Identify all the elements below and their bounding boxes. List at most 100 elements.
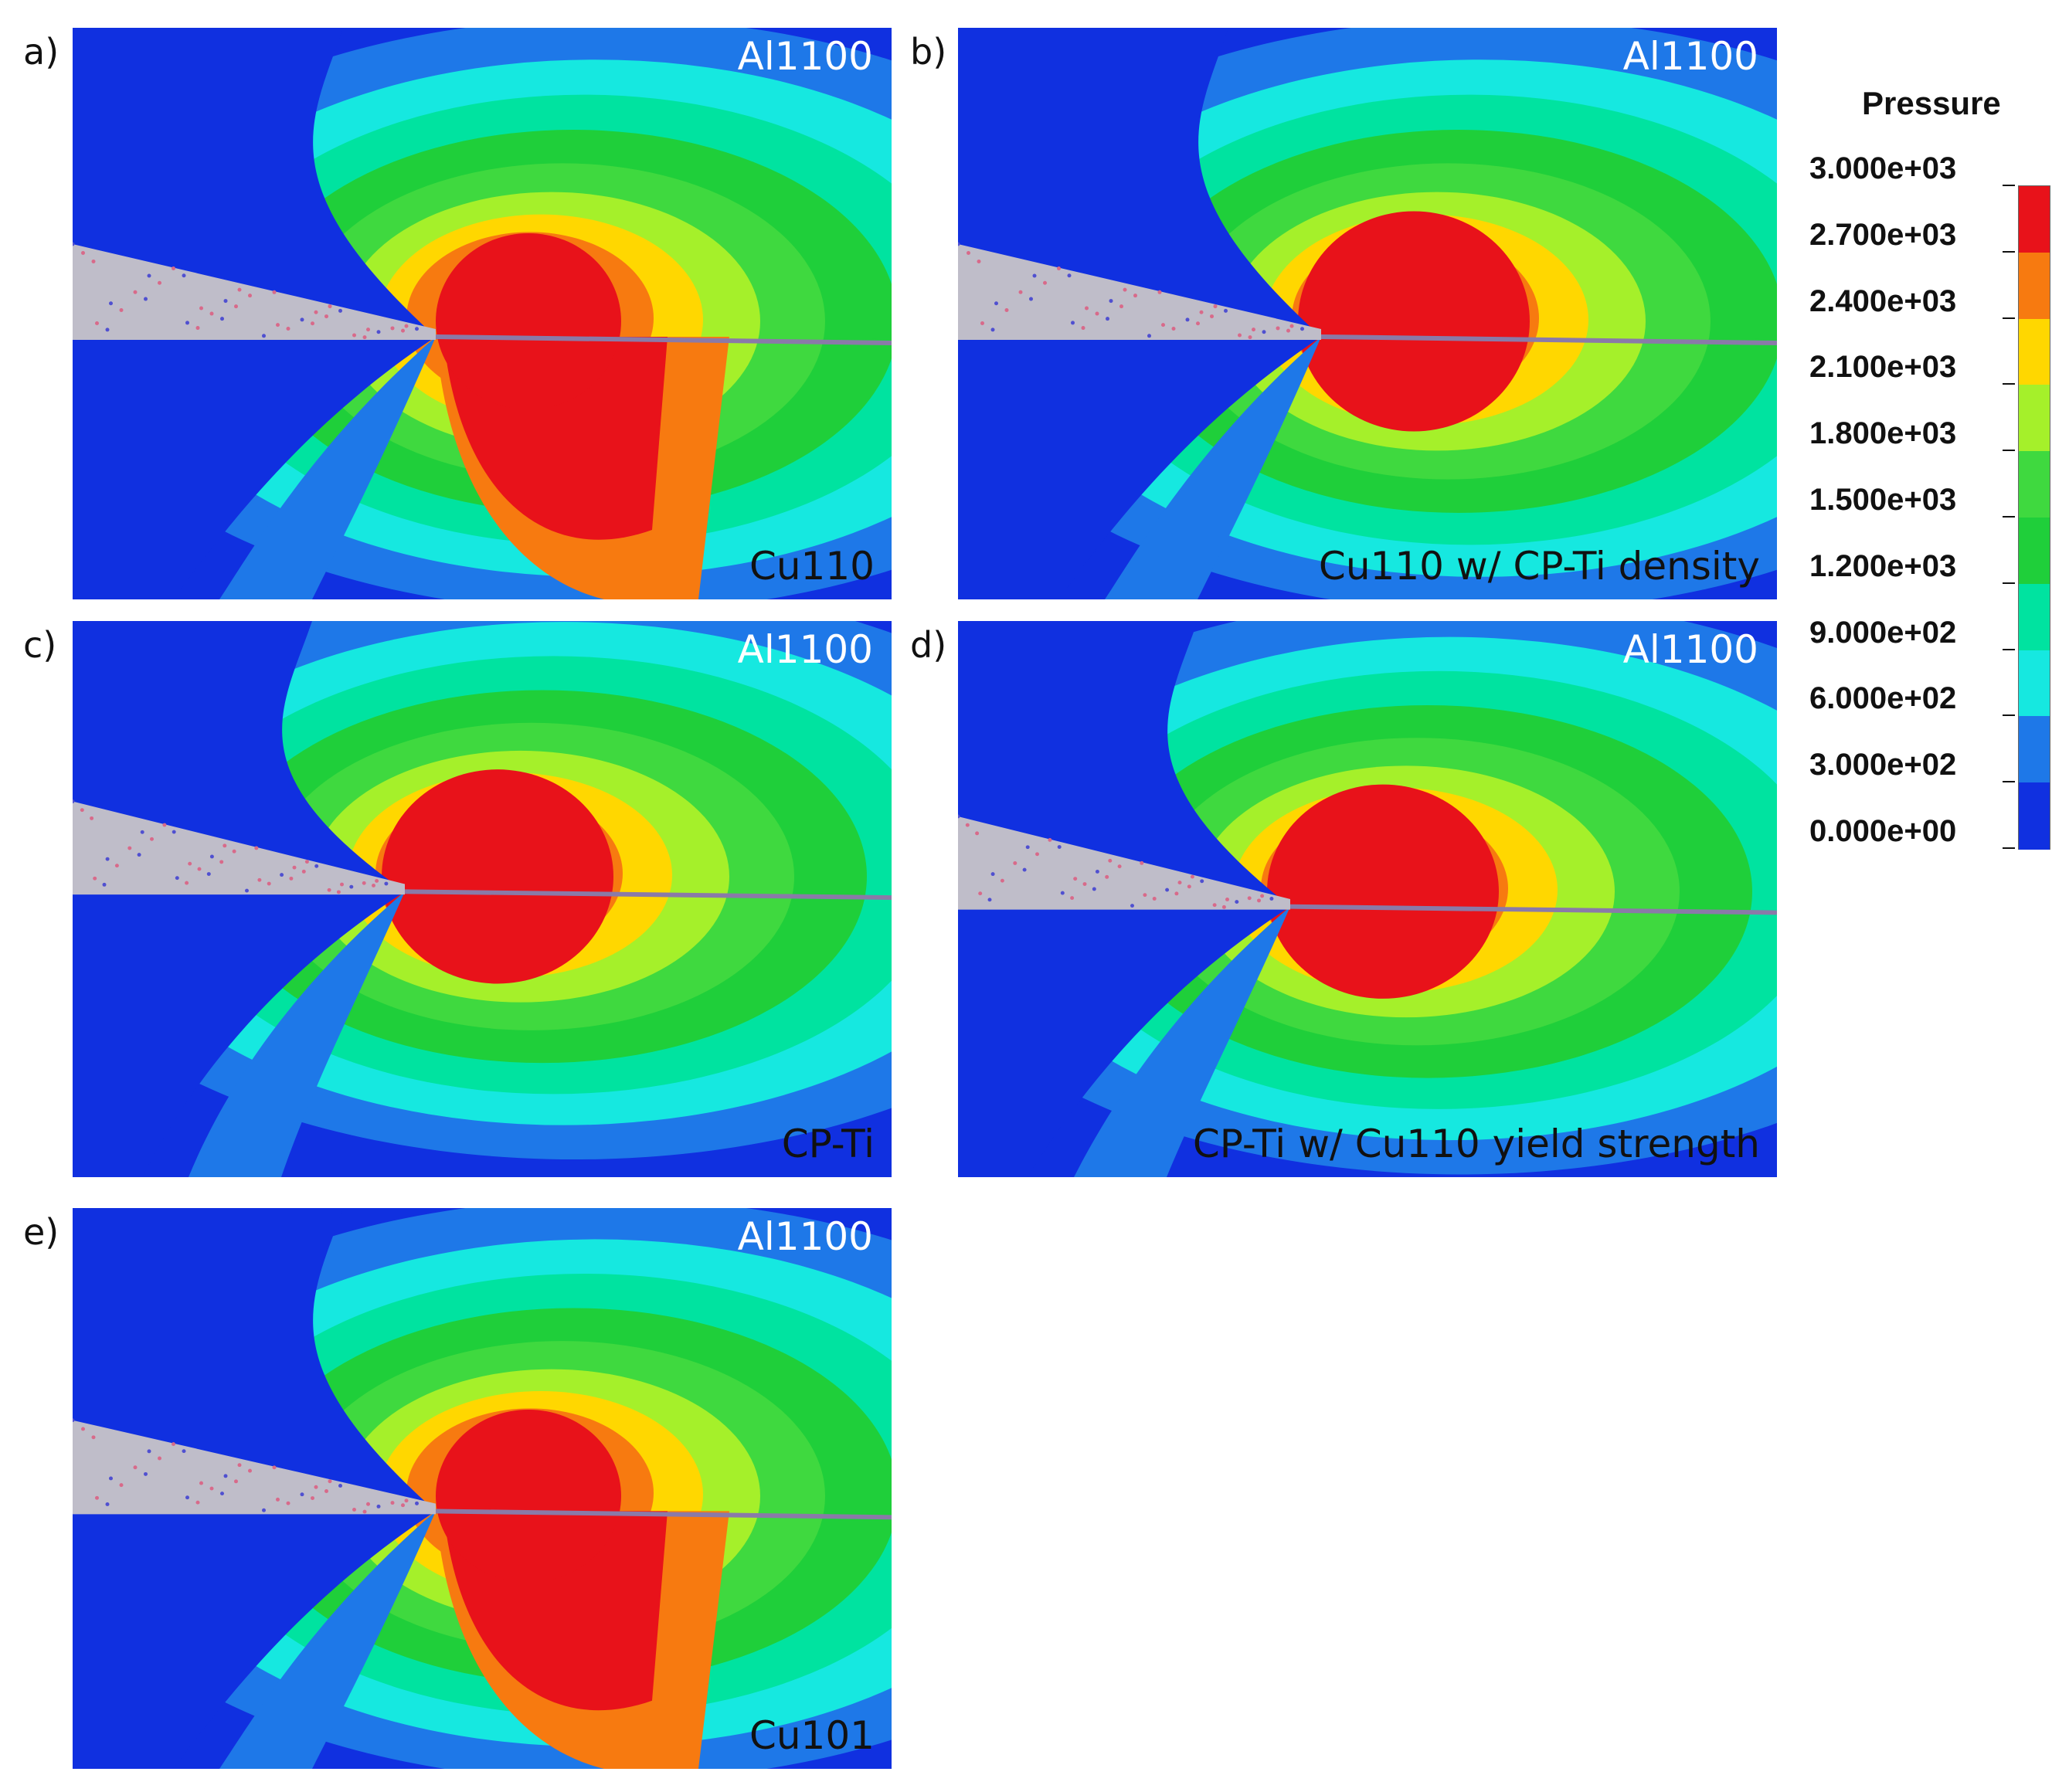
- particle: [286, 327, 290, 331]
- particle: [286, 1501, 290, 1505]
- particle: [1199, 310, 1204, 314]
- particle: [223, 299, 228, 304]
- particle: [172, 1442, 175, 1447]
- particle: [994, 301, 998, 306]
- particle: [102, 882, 107, 887]
- particle: [376, 330, 381, 334]
- particle: [300, 317, 304, 322]
- particle: [1071, 321, 1075, 325]
- particle: [1140, 860, 1144, 865]
- particle: [1224, 308, 1228, 313]
- legend-tick-label: 1.500e+03: [1809, 483, 1957, 517]
- particle: [1161, 323, 1165, 328]
- particle: [404, 324, 409, 328]
- particle: [133, 1465, 138, 1470]
- legend-band: [2019, 782, 2050, 850]
- particle: [182, 1449, 186, 1454]
- legend-title: Pressure: [1862, 85, 2001, 121]
- particle: [172, 266, 175, 270]
- panel-letter-c: c): [23, 624, 57, 666]
- legend-tick-mark: [2003, 185, 2015, 186]
- particle: [1171, 327, 1176, 331]
- particle: [1108, 858, 1113, 863]
- particle: [223, 1474, 228, 1478]
- particle: [415, 327, 419, 331]
- particle: [390, 326, 395, 331]
- particle: [1013, 861, 1018, 865]
- particle: [158, 1456, 161, 1461]
- particle: [119, 1483, 124, 1488]
- crack-wedge: [73, 244, 436, 340]
- legend-band: [2019, 716, 2050, 784]
- particle: [352, 333, 356, 338]
- particle: [172, 830, 176, 834]
- particle: [209, 311, 214, 316]
- particle: [362, 335, 367, 340]
- particle: [1200, 879, 1204, 884]
- contour-left-lower-field: [958, 337, 1321, 599]
- contour-left-lower-field: [73, 337, 436, 599]
- particle: [967, 250, 970, 255]
- particle: [404, 1498, 409, 1503]
- particle: [1177, 881, 1182, 885]
- crack-line: [435, 1509, 892, 1520]
- particle: [1035, 852, 1039, 857]
- particle: [1067, 273, 1072, 278]
- particle: [119, 308, 124, 313]
- particle: [276, 1497, 280, 1502]
- particle: [375, 879, 379, 883]
- material-label-top: Al1100: [737, 1214, 873, 1259]
- legend-band: [2019, 451, 2050, 518]
- contour-plot-e: [73, 1208, 892, 1769]
- particle: [1133, 294, 1137, 298]
- legend-tick-mark: [2003, 383, 2015, 385]
- contour-left-lower-band: [1074, 906, 1290, 1177]
- particle: [362, 881, 366, 885]
- pressure-legend: Pressure 3.000e+03 2.700e+03 2.400e+03 2.10…: [1800, 77, 2063, 896]
- particle: [324, 1489, 328, 1493]
- particle: [1286, 328, 1290, 333]
- particle: [1210, 314, 1214, 319]
- particle: [237, 287, 242, 292]
- particle: [1123, 287, 1127, 292]
- particle: [280, 873, 284, 877]
- particle: [311, 1496, 314, 1500]
- particle: [1106, 317, 1109, 321]
- legend-band: [2019, 583, 2050, 651]
- particle: [1043, 280, 1047, 285]
- particle: [262, 334, 266, 338]
- particle: [109, 301, 113, 306]
- particle: [301, 869, 306, 874]
- particle: [401, 328, 405, 333]
- legend-tick-label: 2.700e+03: [1809, 217, 1957, 252]
- particle: [328, 1479, 332, 1484]
- particle: [114, 864, 119, 868]
- particle: [314, 1485, 318, 1489]
- particle: [987, 898, 992, 902]
- particle: [372, 883, 375, 888]
- particle: [199, 306, 203, 311]
- material-label-bottom: CP-Ti w/ Cu110 yield strength: [1192, 1122, 1760, 1166]
- legend-tick-label: 1.200e+03: [1809, 548, 1957, 583]
- particle: [206, 872, 211, 876]
- particle: [990, 328, 995, 332]
- particle: [272, 1465, 277, 1470]
- particle: [1247, 896, 1252, 901]
- particle: [1269, 897, 1274, 901]
- particle: [311, 321, 314, 326]
- particle: [1060, 891, 1065, 895]
- legend-band: [2019, 318, 2050, 386]
- particle: [1022, 867, 1027, 872]
- particle: [1092, 887, 1096, 891]
- particle: [185, 1495, 189, 1500]
- contour-left-field: [958, 621, 1290, 907]
- particle: [254, 846, 259, 850]
- particle: [137, 853, 141, 857]
- particle: [248, 294, 252, 298]
- legend-band: [2019, 518, 2050, 585]
- contour-left-field: [73, 28, 436, 337]
- material-label-bottom: Cu101: [749, 1713, 875, 1758]
- contour-left-lower-band: [1105, 337, 1321, 599]
- particle: [1057, 845, 1062, 849]
- particle: [234, 1479, 238, 1484]
